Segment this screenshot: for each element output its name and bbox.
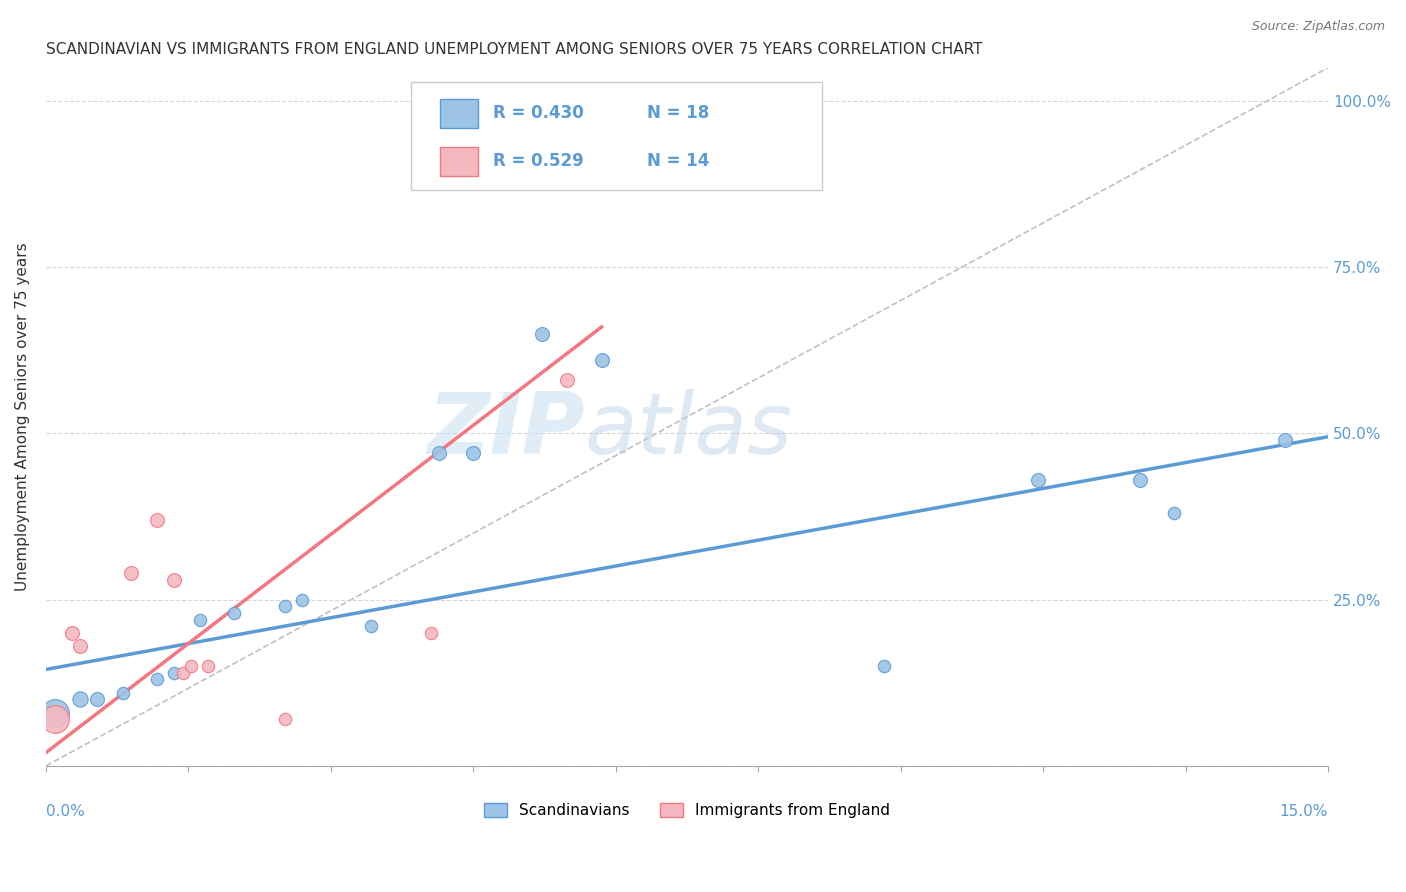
Point: [557, 373, 579, 387]
Point: [163, 665, 186, 680]
Y-axis label: Unemployment Among Seniors over 75 years: Unemployment Among Seniors over 75 years: [15, 243, 30, 591]
Text: 15.0%: 15.0%: [1279, 805, 1329, 819]
Point: [419, 626, 441, 640]
Point: [530, 94, 553, 108]
FancyBboxPatch shape: [412, 81, 821, 190]
FancyBboxPatch shape: [440, 147, 478, 176]
Text: ZIP: ZIP: [427, 389, 585, 472]
Point: [197, 659, 219, 673]
Point: [360, 619, 382, 633]
Text: N = 18: N = 18: [647, 104, 710, 122]
Point: [44, 706, 66, 720]
Point: [180, 659, 202, 673]
Text: Source: ZipAtlas.com: Source: ZipAtlas.com: [1251, 20, 1385, 33]
Point: [146, 513, 169, 527]
Point: [60, 626, 83, 640]
Text: N = 14: N = 14: [647, 153, 710, 170]
Point: [591, 353, 613, 368]
Point: [427, 446, 450, 460]
Text: R = 0.529: R = 0.529: [494, 153, 585, 170]
Point: [530, 326, 553, 341]
Point: [1274, 433, 1296, 447]
Point: [291, 592, 314, 607]
Point: [222, 606, 245, 620]
Point: [274, 599, 297, 614]
Text: 0.0%: 0.0%: [46, 805, 84, 819]
Point: [463, 446, 485, 460]
Point: [111, 686, 134, 700]
Point: [1026, 473, 1049, 487]
Text: SCANDINAVIAN VS IMMIGRANTS FROM ENGLAND UNEMPLOYMENT AMONG SENIORS OVER 75 YEARS: SCANDINAVIAN VS IMMIGRANTS FROM ENGLAND …: [46, 42, 983, 57]
Point: [44, 712, 66, 726]
Point: [1129, 473, 1152, 487]
Text: R = 0.430: R = 0.430: [494, 104, 585, 122]
Legend: Scandinavians, Immigrants from England: Scandinavians, Immigrants from England: [478, 797, 897, 824]
Point: [172, 665, 194, 680]
Point: [69, 639, 91, 653]
Point: [86, 692, 108, 706]
Point: [872, 659, 894, 673]
Point: [120, 566, 142, 580]
Point: [188, 613, 211, 627]
Point: [146, 673, 169, 687]
Point: [69, 692, 91, 706]
Point: [163, 573, 186, 587]
Point: [274, 712, 297, 726]
Point: [1163, 506, 1185, 520]
FancyBboxPatch shape: [440, 99, 478, 128]
Text: atlas: atlas: [585, 389, 793, 472]
